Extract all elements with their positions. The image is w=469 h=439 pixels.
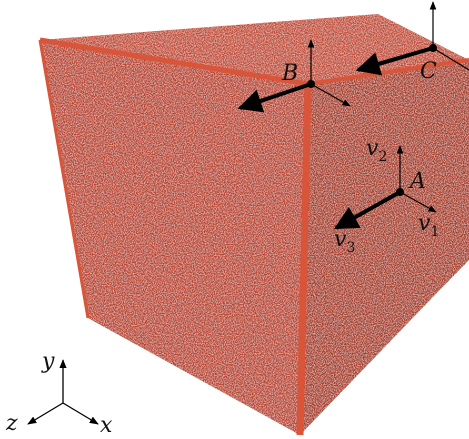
v3-arrow	[333, 190, 401, 230]
v1-arrow	[399, 191, 437, 213]
label-v3: v3	[334, 227, 355, 256]
label-v2: v2	[366, 136, 387, 165]
label-z: z	[5, 411, 18, 436]
c-point	[429, 44, 437, 52]
label-v1: v1	[418, 211, 439, 240]
point-c-frame: C	[355, 1, 469, 84]
cube-edge-top-front	[39, 37, 309, 87]
label-a: A	[408, 169, 426, 194]
point-b-frame: B	[237, 39, 351, 113]
b-normal-arrow	[237, 82, 312, 113]
cube-right-face	[300, 60, 469, 435]
b-right-arrow	[310, 83, 351, 107]
cube-edge-top-right	[307, 58, 469, 86]
x-axis-arrow	[62, 402, 99, 425]
label-y: y	[41, 349, 55, 374]
label-c: C	[420, 59, 437, 84]
a-point	[396, 188, 404, 196]
b-point	[307, 80, 315, 88]
point-a-frame: A v2 v1 v3	[333, 136, 439, 256]
c-right-arrow	[432, 47, 469, 71]
label-x: x	[100, 413, 113, 438]
cube-edge-vertical	[296, 83, 312, 436]
cube-edge-left	[38, 39, 90, 319]
label-b: B	[281, 61, 298, 86]
c-normal-arrow	[355, 46, 434, 76]
z-axis-arrow	[27, 402, 64, 425]
cube-front-face	[40, 40, 308, 435]
axes-triad: y x z	[5, 349, 113, 438]
cube	[38, 14, 469, 436]
